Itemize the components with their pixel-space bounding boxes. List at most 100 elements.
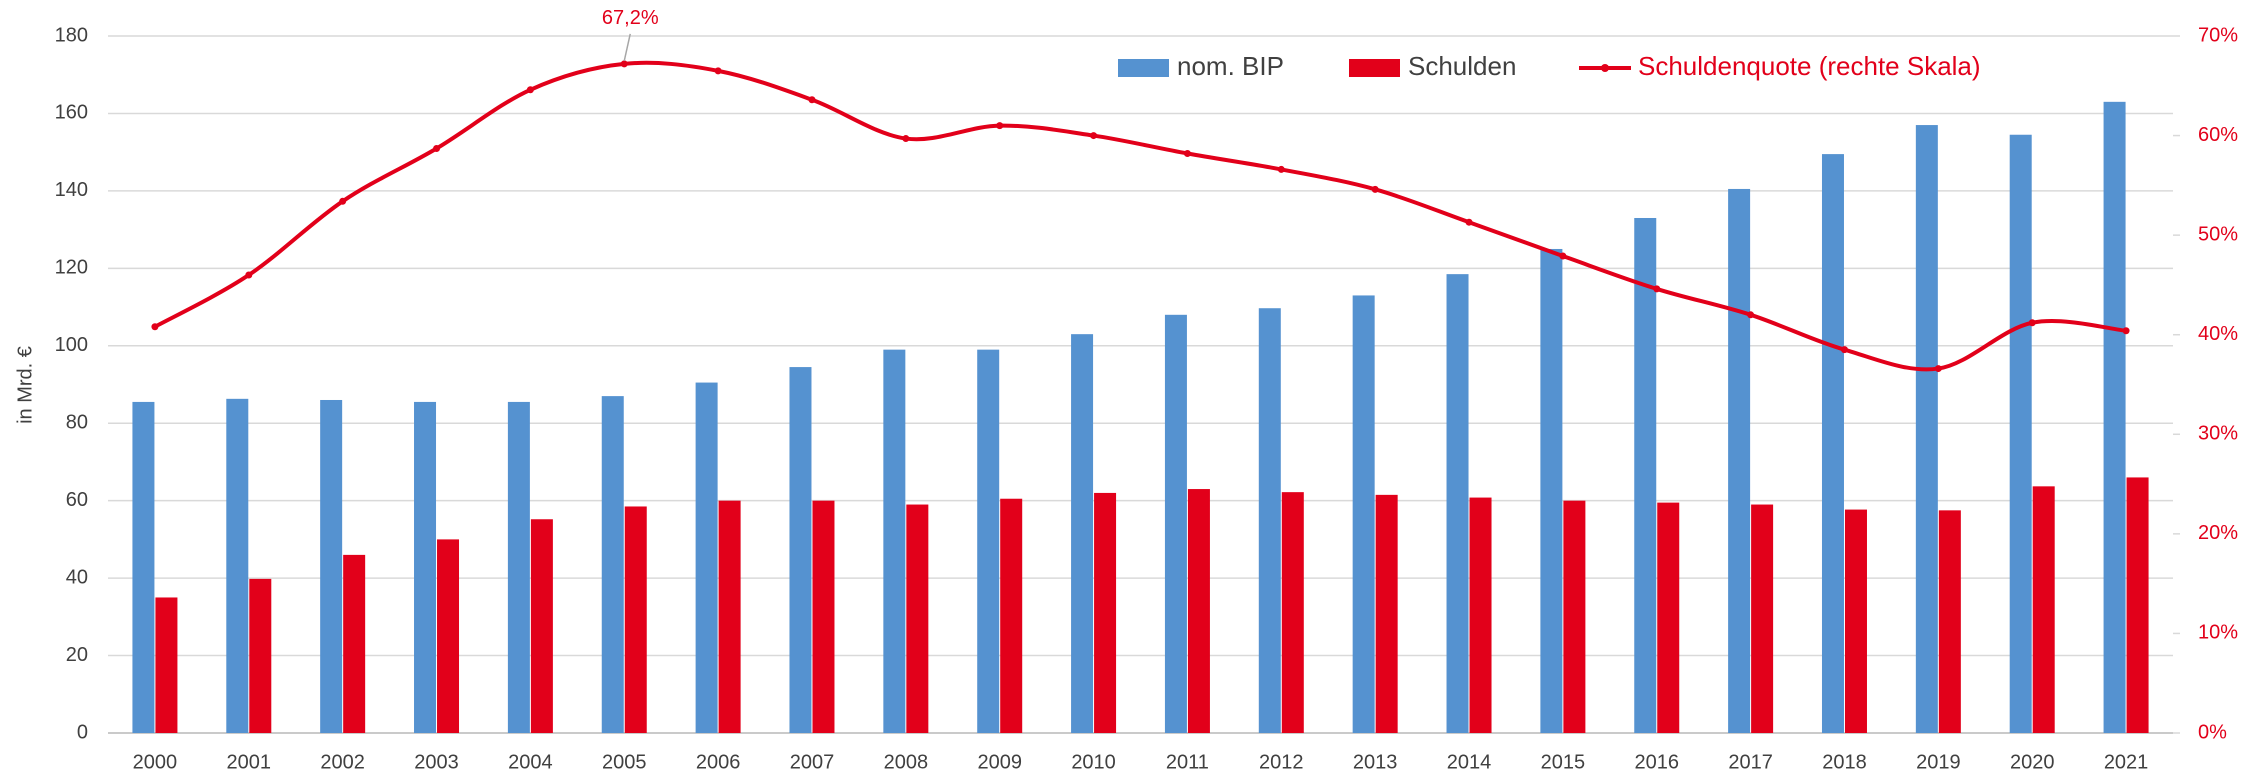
y-tick-label: 80: [66, 412, 88, 434]
bar: [320, 399, 343, 733]
line-point: [1840, 346, 1848, 354]
bar: [1540, 248, 1563, 733]
bar: [1000, 498, 1023, 733]
y2-tick-label: 60%: [2198, 124, 2238, 146]
bar: [155, 597, 178, 733]
legend-swatch: [1601, 64, 1609, 72]
legend-label: nom. BIP: [1177, 51, 1284, 81]
x-tick-label: 2009: [977, 751, 1022, 773]
line: [153, 60, 2127, 372]
bar: [226, 398, 249, 733]
line-point: [1934, 365, 1942, 373]
y-axis-label: in Mrd. €: [14, 346, 36, 424]
line-point: [808, 96, 816, 104]
line-point: [433, 145, 441, 153]
bar: [1634, 217, 1657, 733]
bar: [624, 506, 647, 733]
line-point: [151, 323, 159, 331]
bar: [977, 349, 1000, 733]
line-point: [1277, 165, 1285, 173]
line-point: [1183, 149, 1191, 157]
bar: [695, 382, 718, 733]
line-point: [620, 60, 628, 68]
x-tick-label: 2017: [1728, 751, 1773, 773]
bar: [2009, 134, 2032, 733]
y-tick-label: 20: [66, 644, 88, 666]
y-tick-label: 160: [55, 102, 88, 124]
y-tick-label: 120: [55, 257, 88, 279]
bar: [1187, 489, 1210, 733]
line-point: [902, 135, 910, 143]
y2-tick-label: 0%: [2198, 721, 2227, 743]
legend-swatch: [1118, 59, 1169, 77]
bar: [132, 401, 155, 733]
bar: [2126, 477, 2149, 733]
y-tick-label: 180: [55, 24, 88, 46]
bar: [2103, 101, 2126, 734]
bar: [718, 500, 741, 733]
y2-tick-label: 10%: [2198, 622, 2238, 644]
bar: [1844, 509, 1867, 733]
x-tick-label: 2005: [602, 751, 647, 773]
bar: [883, 349, 906, 733]
bar: [343, 554, 366, 733]
bar: [1938, 510, 1961, 733]
y-tick-label: 40: [66, 566, 88, 588]
bar: [1446, 274, 1469, 733]
bar: [1469, 497, 1492, 733]
bar: [1258, 308, 1281, 733]
bar: [530, 519, 553, 733]
bar: [1281, 492, 1304, 733]
x-tick-label: 2021: [2104, 751, 2149, 773]
line-point: [1371, 185, 1379, 193]
legend-label: Schulden: [1408, 51, 1516, 81]
legend-label: Schuldenquote (rechte Skala): [1638, 51, 1981, 81]
legend-swatch: [1349, 59, 1400, 77]
x-tick-label: 2003: [414, 751, 459, 773]
x-tick-label: 2001: [227, 751, 272, 773]
line-point: [2028, 319, 2036, 327]
line-point: [1653, 285, 1661, 293]
bar: [1094, 492, 1117, 733]
bar: [507, 401, 530, 733]
line-point: [1559, 252, 1567, 260]
bar: [1563, 500, 1586, 733]
bar: [1071, 334, 1094, 733]
line-point: [526, 86, 534, 94]
line-point: [245, 271, 253, 279]
bar: [1728, 188, 1751, 734]
x-tick-label: 2006: [696, 751, 741, 773]
line-point: [339, 197, 347, 205]
x-tick-label: 2012: [1259, 751, 1304, 773]
x-tick-label: 2010: [1071, 751, 1116, 773]
x-tick-label: 2007: [790, 751, 835, 773]
label-leader: [623, 33, 631, 62]
y2-tick-label: 70%: [2198, 24, 2238, 46]
y-tick-label: 60: [66, 489, 88, 511]
bar: [2032, 486, 2055, 733]
line-point: [1747, 311, 1755, 319]
x-tick-label: 2011: [1166, 751, 1209, 773]
y2-tick-label: 50%: [2198, 223, 2238, 245]
x-tick-label: 2004: [508, 751, 553, 773]
data-label: 67,2%: [602, 7, 659, 29]
x-tick-label: 2018: [1822, 751, 1867, 773]
x-tick-label: 2016: [1635, 751, 1680, 773]
bar: [1915, 125, 1938, 734]
y-tick-label: 0: [77, 721, 88, 743]
x-tick-label: 2008: [884, 751, 929, 773]
x-tick-label: 2000: [133, 751, 178, 773]
x-tick-label: 2019: [1916, 751, 1961, 773]
x-tick-label: 2015: [1541, 751, 1586, 773]
bar: [437, 539, 460, 733]
x-tick-label: 2002: [320, 751, 365, 773]
bar: [1657, 502, 1680, 733]
x-tick-label: 2014: [1447, 751, 1492, 773]
bar: [906, 504, 929, 733]
bar: [1164, 314, 1187, 733]
y2-tick-label: 30%: [2198, 423, 2238, 445]
bar: [249, 578, 272, 733]
line-point: [996, 122, 1004, 130]
bar: [1751, 504, 1774, 733]
